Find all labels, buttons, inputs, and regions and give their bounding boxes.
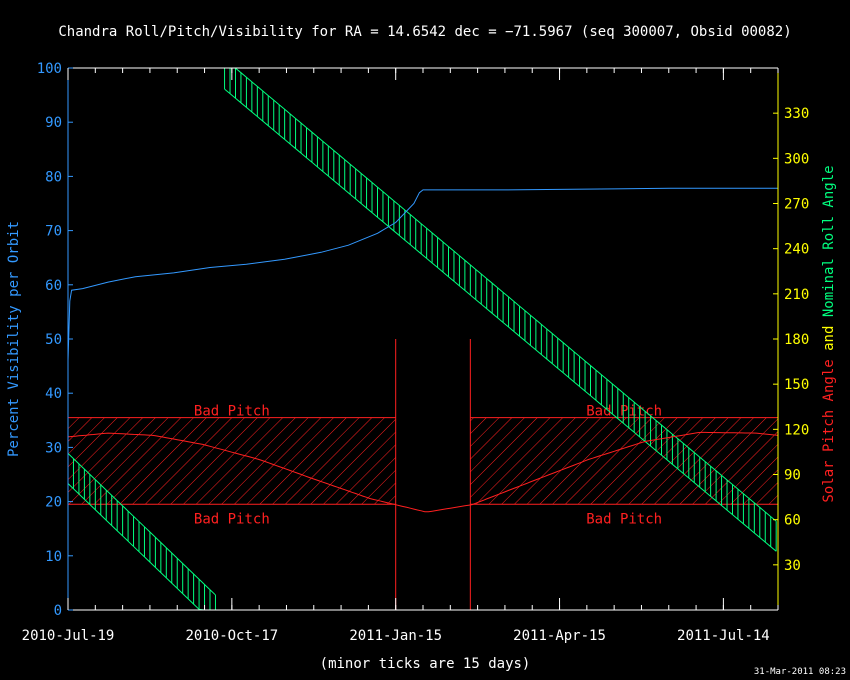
x-axis-tick-label: 2011-Apr-15 [513,628,606,644]
bad-pitch-label: Bad Pitch [194,404,270,420]
left-axis-tick-label: 60 [45,278,62,294]
left-axis-tick-label: 70 [45,224,62,240]
right-axis-tick-label: 60 [784,513,801,529]
left-axis-tick-label: 10 [45,549,62,565]
left-axis-tick-label: 90 [45,115,62,131]
roll-band-upper-edge [67,453,216,596]
left-axis-tick-label: 40 [45,386,62,402]
x-axis-tick-label: 2011-Jul-14 [677,628,770,644]
visibility-series-line [67,187,778,361]
bad-pitch-region-0 [68,417,396,505]
right-axis-tick-label: 270 [784,197,809,213]
right-axis-tick-label: 150 [784,377,809,393]
bad-pitch-region-1 [470,417,778,505]
roll-band-lower-edge [67,483,216,611]
left-axis-tick-label: 100 [37,61,62,77]
left-axis-tick-label: 20 [45,495,62,511]
right-axis-tick-label: 120 [784,422,809,438]
right-axis-tick-label: 240 [784,242,809,258]
left-axis-tick-label: 80 [45,169,62,185]
x-axis-tick-label: 2011-Jan-15 [349,628,442,644]
left-axis-tick-label: 0 [54,603,62,619]
pitch-series-line [67,431,779,513]
right-axis-tick-label: 300 [784,151,809,167]
x-axis-label: (minor ticks are 15 days) [320,656,531,672]
right-axis-tick-label: 330 [784,106,809,122]
right-axis-title: Solar Pitch Angle and Nominal Roll Angle [821,165,837,502]
roll-band-upper-edge [224,67,777,522]
left-axis-title: Percent Visibility per Orbit [6,221,22,457]
roll-band-lower-edge [224,88,777,552]
right-axis-title-part: and [821,326,837,360]
right-axis-tick-label: 90 [784,468,801,484]
right-axis-tick-label: 30 [784,558,801,574]
x-axis-tick-label: 2010-Jul-19 [22,628,115,644]
bad-pitch-label: Bad Pitch [586,511,662,527]
timestamp-footer: 31-Mar-2011 08:23 [754,667,846,677]
chart-title: Chandra Roll/Pitch/Visibility for RA = 1… [58,24,791,40]
left-axis-tick-label: 30 [45,440,62,456]
left-axis-tick-label: 50 [45,332,62,348]
bad-pitch-label: Bad Pitch [194,511,270,527]
right-axis-tick-label: 180 [784,332,809,348]
x-axis-tick-label: 2010-Oct-17 [185,628,278,644]
right-axis-title-part: Nominal Roll Angle [821,165,837,325]
right-axis-title-part: Solar Pitch Angle [821,359,837,502]
right-axis-tick-label: 210 [784,287,809,303]
